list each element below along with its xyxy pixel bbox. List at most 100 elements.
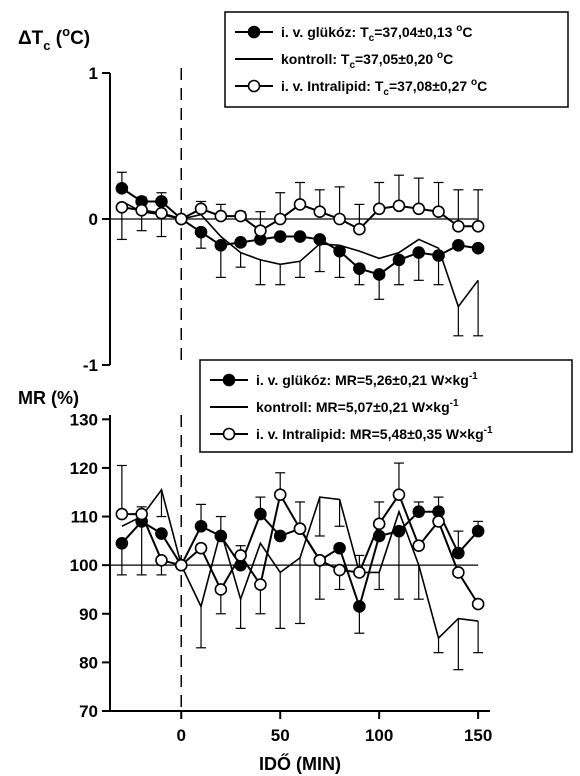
x-tick-label: 100 xyxy=(365,726,393,745)
data-point-glucose xyxy=(273,529,287,543)
y-tick-label: 90 xyxy=(79,605,98,624)
legend-pm: ± xyxy=(417,24,425,40)
data-point-glucose xyxy=(412,246,426,259)
legend-text: i. v. glükóz: MR=5,26 xyxy=(256,372,392,388)
data-point-glucose xyxy=(412,505,426,518)
y-title-main: ΔT xyxy=(18,28,44,49)
y-tick-label: 110 xyxy=(71,508,98,527)
data-point-glucose xyxy=(432,249,445,262)
legend-text: i. v. glükóz: T xyxy=(281,24,369,40)
data-point-intralipid xyxy=(115,201,129,214)
data-point-intralipid xyxy=(135,507,148,521)
legend-text: kontroll: T xyxy=(281,51,350,67)
x-tick-label: 50 xyxy=(271,726,290,745)
data-point-intralipid xyxy=(254,224,267,237)
data-point-glucose xyxy=(353,262,366,275)
y-tick-label: 120 xyxy=(70,459,98,478)
data-point-intralipid xyxy=(372,517,386,531)
legend-text: 0,35 W×kg xyxy=(415,426,484,442)
data-point-intralipid xyxy=(452,566,465,579)
legend-box xyxy=(224,11,569,108)
legend-sup: -1 xyxy=(450,398,459,409)
data-point-intralipid xyxy=(214,209,228,223)
legend-text: 0,21 W×kg xyxy=(381,399,450,415)
data-point-glucose xyxy=(155,195,168,208)
data-point-intralipid xyxy=(135,203,148,217)
data-point-intralipid xyxy=(412,539,426,553)
data-point-intralipid xyxy=(313,553,327,567)
data-point-intralipid xyxy=(432,205,445,218)
data-point-glucose xyxy=(234,236,247,249)
legend-sup: o xyxy=(437,50,443,61)
data-point-glucose xyxy=(194,519,208,533)
legend-marker-intralipid xyxy=(222,427,236,441)
data-point-glucose xyxy=(214,529,228,543)
legend-pm: ± xyxy=(398,51,406,67)
legend-label-glucose: i. v. glükóz: Tc=37,04±0,13 oC xyxy=(281,23,472,44)
data-point-glucose xyxy=(392,253,406,267)
legend-text: =37,08 xyxy=(389,78,432,94)
legend-text: 0,21 W×kg xyxy=(400,372,469,388)
y-tick-label: 70 xyxy=(79,702,98,721)
y-tick-label: 1 xyxy=(89,64,98,83)
data-point-intralipid xyxy=(254,578,267,591)
data-point-glucose xyxy=(115,536,129,550)
data-point-glucose xyxy=(372,529,386,543)
legend-sup: o xyxy=(456,23,462,34)
data-point-intralipid xyxy=(372,202,386,216)
legend: i. v. glükóz: MR=5,26±0,21 W×kg-1kontrol… xyxy=(199,359,573,453)
y-tick-label: 0 xyxy=(89,210,98,229)
data-point-intralipid xyxy=(194,202,208,216)
data-point-intralipid xyxy=(471,597,485,611)
legend-text: i. v. Intralipid: T xyxy=(281,78,384,94)
x-tick-label: 150 xyxy=(464,726,492,745)
data-point-intralipid xyxy=(333,563,346,577)
data-point-intralipid xyxy=(471,220,485,233)
y-tick-label: 130 xyxy=(70,410,98,429)
y-title-end: C) xyxy=(70,28,90,49)
legend-text: C xyxy=(477,78,487,94)
legend-marker-glucose xyxy=(222,373,236,387)
data-point-intralipid xyxy=(174,558,188,572)
data-point-intralipid xyxy=(293,522,307,535)
data-point-glucose xyxy=(372,268,386,281)
data-point-glucose xyxy=(452,546,465,560)
data-point-glucose xyxy=(353,600,366,613)
y-tick-label: -1 xyxy=(83,356,98,375)
data-point-glucose xyxy=(214,238,228,252)
data-point-intralipid xyxy=(273,212,287,226)
y-tick-label: 100 xyxy=(70,556,98,575)
data-point-glucose xyxy=(194,225,208,239)
top-panel-temperature: -1 0 1 ΔTc (oC) i. v. glükóz: Tc=37,04±0,13 … xyxy=(18,11,569,375)
legend-text: kontroll: MR=5,07 xyxy=(256,399,373,415)
data-point-glucose xyxy=(333,244,346,258)
data-point-intralipid xyxy=(174,212,188,226)
data-point-intralipid xyxy=(392,199,406,213)
y-axis-title: MR (%) xyxy=(18,388,79,408)
y-tick-label: 80 xyxy=(79,653,98,672)
data-point-intralipid xyxy=(293,198,307,211)
legend-label-intralipid: i. v. Intralipid: Tc=37,08±0,27 oC xyxy=(281,77,487,98)
legend-pm: ± xyxy=(432,78,440,94)
legend-text: C xyxy=(462,24,472,40)
legend-text: =37,04 xyxy=(374,24,417,40)
x-axis-title: IDŐ (MIN) xyxy=(259,753,341,774)
legend-sup: -1 xyxy=(484,425,493,436)
data-point-glucose xyxy=(115,182,129,195)
legend-label-intralipid: i. v. Intralipid: MR=5,48±0,35 W×kg-1 xyxy=(256,425,493,442)
y-title-sup: o xyxy=(62,24,70,39)
y-title-sub: c xyxy=(43,38,50,53)
data-point-intralipid xyxy=(155,206,168,220)
x-tick-label: 0 xyxy=(177,726,186,745)
legend-text: 0,20 xyxy=(406,51,437,67)
y-axis-title: ΔTc (oC) xyxy=(18,24,90,53)
legend: i. v. glükóz: Tc=37,04±0,13 oC kontroll: … xyxy=(224,11,569,108)
data-point-glucose xyxy=(471,241,485,255)
legend-label-control: kontroll: Tc=37,05±0,20 oC xyxy=(281,50,453,71)
data-point-intralipid xyxy=(234,209,247,223)
legend-pm: ± xyxy=(407,426,415,442)
data-point-intralipid xyxy=(392,488,406,501)
legend-box xyxy=(199,359,573,453)
data-point-intralipid xyxy=(333,212,346,226)
